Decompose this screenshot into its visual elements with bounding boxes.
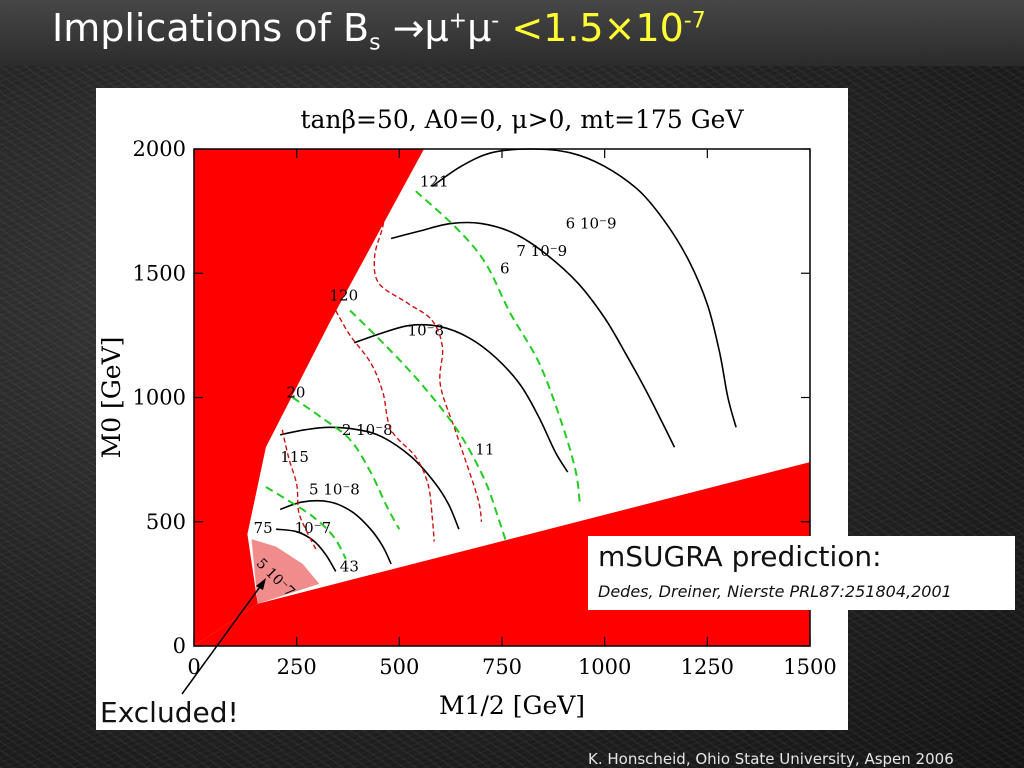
title-bound: <1.5×10: [499, 6, 684, 50]
contour-line-0: [431, 148, 737, 428]
title-mu2: μ: [467, 6, 492, 50]
title-sub: s: [369, 30, 381, 56]
contour-line-5: [276, 528, 337, 572]
excluded-label: Excluded!: [100, 696, 239, 729]
y-tick-label-0: 0: [173, 634, 186, 658]
x-tick-label-1: 250: [277, 655, 317, 679]
y-tick-label-2: 1000: [133, 386, 186, 410]
contour-label-12: 75: [254, 519, 273, 537]
contour-label-4: 5 10⁻8: [309, 480, 360, 498]
title-arrow: →μ: [380, 6, 449, 50]
contour-label-8: 115: [280, 448, 309, 466]
x-axis-label: M1/2 [GeV]: [439, 691, 585, 720]
x-tick-label-3: 750: [482, 655, 522, 679]
callout-heading: mSUGRA prediction:: [598, 540, 882, 573]
contour-label-6: 121: [420, 172, 449, 190]
x-tick-label-4: 1000: [578, 655, 631, 679]
y-axis-label: M0 [GeV]: [97, 337, 126, 459]
x-tick-label-2: 500: [379, 655, 419, 679]
contour-label-1: 7 10⁻9: [516, 242, 567, 260]
contour-label-9: 6: [500, 259, 510, 277]
contour-label-11: 20: [286, 384, 305, 402]
shaded-region: [251, 539, 320, 604]
extra-label-0: 43: [340, 557, 359, 575]
contour-line-9: [415, 190, 581, 507]
excluded-region-left: [194, 149, 424, 646]
contour-line-6: [373, 198, 483, 522]
contour-line-7: [335, 310, 435, 542]
contour-line-4: [279, 499, 392, 565]
contour-label-0: 6 10⁻9: [566, 215, 617, 233]
contour-line-1: [390, 221, 676, 448]
prediction-callout: mSUGRA prediction: Dedes, Dreiner, Niers…: [588, 536, 1015, 610]
chart-panel: 6 10⁻9 7 10⁻9 10⁻8 2 10⁻8 5 10⁻8 10⁻7 121 120 11…: [96, 88, 848, 730]
contour-line-8: [281, 429, 318, 552]
title-bound-exp: -7: [683, 8, 706, 34]
title-sup2: -: [491, 8, 500, 34]
contour-line-3: [280, 426, 460, 530]
contour-line-2: [353, 323, 569, 473]
contour-line-11: [292, 396, 401, 530]
contour-line-10: [349, 309, 508, 542]
x-tick-label-5: 1250: [681, 655, 734, 679]
callout-reference: Dedes, Dreiner, Nierste PRL87:251804,200…: [598, 582, 952, 601]
contour-label-7: 120: [330, 287, 359, 305]
x-tick-label-6: 1500: [783, 655, 836, 679]
contour-label-10: 11: [475, 441, 494, 459]
msugra-contour-chart: 6 10⁻97 10⁻910⁻82 10⁻85 10⁻810⁻712112011…: [97, 105, 837, 720]
title-sup1: +: [448, 8, 468, 34]
credit-line: K. Honscheid, Ohio State University, Asp…: [588, 750, 954, 768]
contour-label-3: 2 10⁻8: [342, 421, 393, 439]
title-prefix: Implications of B: [52, 6, 370, 50]
title-band: [0, 0, 1024, 66]
y-tick-label-1: 500: [146, 510, 186, 534]
y-tick-label-4: 2000: [133, 137, 186, 161]
slide-title: Implications of Bs →μ+μ- <1.5×10-7: [52, 6, 706, 56]
contour-line-12: [265, 486, 347, 560]
x-tick-label-0: 0: [187, 655, 200, 679]
contour-label-2: 10⁻8: [408, 321, 445, 339]
y-tick-label-3: 1500: [133, 261, 186, 285]
chart-title: tanβ=50, A0=0, μ>0, mt=175 GeV: [300, 105, 744, 134]
